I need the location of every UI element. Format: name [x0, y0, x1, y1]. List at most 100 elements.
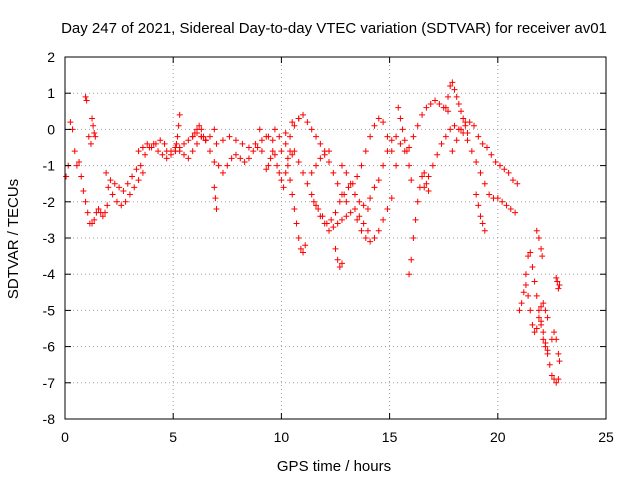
data-point [271, 151, 278, 158]
data-point [113, 198, 120, 205]
data-point [442, 133, 449, 140]
data-point [215, 162, 222, 169]
data-point [449, 148, 456, 155]
data-point [539, 253, 546, 260]
data-point [300, 249, 307, 256]
data-point [89, 220, 96, 227]
data-point [189, 148, 196, 155]
data-point [464, 130, 471, 137]
data-point [453, 93, 460, 100]
series-arc-32 [548, 329, 563, 365]
data-point [473, 158, 480, 165]
data-point [287, 133, 294, 140]
y-tick-label: -7 [43, 375, 56, 391]
data-point [152, 140, 159, 147]
data-point [501, 166, 508, 173]
data-point [313, 162, 320, 169]
data-point [403, 148, 410, 155]
data-point [512, 209, 519, 216]
data-point [445, 93, 452, 100]
data-point [362, 148, 369, 155]
data-point [109, 191, 116, 198]
data-point [421, 169, 428, 176]
data-point [163, 155, 170, 162]
data-point [291, 122, 298, 129]
data-point [438, 140, 445, 147]
data-point [137, 162, 144, 169]
data-point [475, 133, 482, 140]
data-point [432, 97, 439, 104]
series-arc-25 [442, 79, 471, 137]
data-point [380, 162, 387, 169]
data-point [82, 198, 89, 205]
series-arc-02 [82, 93, 99, 147]
data-point [531, 329, 538, 336]
data-point [527, 307, 534, 314]
data-point [315, 206, 322, 213]
data-point [202, 137, 209, 144]
data-point [399, 126, 406, 133]
series-arc-17 [310, 115, 400, 227]
y-tick-label: -6 [43, 339, 56, 355]
data-point [406, 144, 413, 151]
data-point [219, 169, 226, 176]
data-point [479, 140, 486, 147]
y-tick-label: 1 [47, 85, 55, 101]
data-point [540, 329, 547, 336]
data-point [410, 235, 417, 241]
data-point [295, 235, 302, 241]
data-point [237, 155, 244, 162]
data-point [371, 235, 378, 241]
data-point [393, 162, 400, 169]
data-point [525, 292, 532, 299]
data-point [323, 220, 330, 227]
data-point [282, 169, 289, 176]
data-point [278, 148, 285, 155]
data-point [118, 202, 125, 209]
data-point [466, 119, 473, 126]
data-point [499, 198, 506, 205]
data-point [434, 151, 441, 158]
data-point [213, 206, 220, 213]
data-point [336, 198, 343, 205]
data-point [336, 263, 343, 270]
data-point [211, 158, 218, 165]
data-point [267, 155, 274, 162]
data-point [384, 148, 391, 155]
y-axis-label: SDTVAR / TECUs [5, 179, 22, 299]
data-point [139, 144, 146, 151]
data-point [371, 122, 378, 129]
data-point [351, 206, 358, 213]
data-point [367, 195, 374, 202]
data-point [553, 379, 560, 386]
series-arc-33 [553, 274, 563, 292]
series-arc-19 [338, 162, 371, 213]
tick-labels: 0 5 10 15 20 25 -8 -7 -6 -5 -4 -3 -2 -1 0 1 2 [43, 49, 614, 445]
data-point [269, 148, 276, 155]
data-point [488, 151, 495, 158]
data-point [458, 108, 465, 115]
data-point [256, 126, 263, 133]
data-point [553, 336, 560, 343]
data-point [542, 339, 549, 346]
data-point [228, 155, 235, 162]
data-point [139, 169, 146, 176]
data-point [347, 180, 354, 187]
data-point [412, 216, 419, 223]
chart-title: Day 247 of 2021, Sidereal Day-to-day VTE… [61, 20, 607, 37]
data-point [408, 256, 415, 263]
data-point [317, 155, 324, 162]
data-point [375, 177, 382, 184]
data-point [120, 187, 127, 194]
data-point [198, 126, 205, 133]
data-point [133, 166, 140, 173]
data-point [384, 206, 391, 213]
data-point [347, 209, 354, 216]
data-point [447, 82, 454, 89]
data-point [71, 148, 78, 155]
data-point [304, 180, 311, 187]
data-point [371, 184, 378, 191]
data-point [356, 213, 363, 220]
series-arc-27 [473, 191, 488, 234]
data-point [135, 148, 142, 155]
